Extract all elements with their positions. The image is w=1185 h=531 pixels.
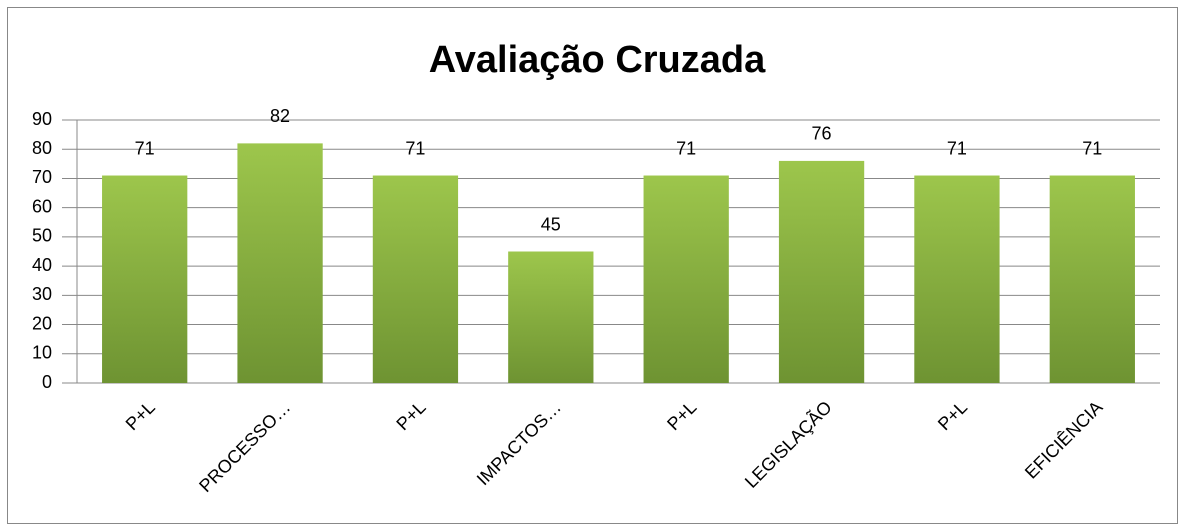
y-tick-label: 70	[32, 167, 52, 187]
bar	[643, 175, 729, 383]
data-label: 71	[1082, 138, 1102, 158]
chart-title: Avaliação Cruzada	[429, 39, 766, 81]
data-label: 82	[270, 106, 290, 126]
data-label: 45	[541, 214, 561, 234]
bar	[102, 175, 188, 383]
bar	[1049, 175, 1135, 383]
bar	[508, 251, 594, 383]
bar	[372, 175, 459, 383]
data-label: 76	[812, 124, 832, 144]
y-tick-label: 60	[32, 196, 52, 216]
y-tick-label: 0	[42, 372, 52, 392]
data-label: 71	[135, 138, 155, 158]
bar	[914, 175, 1000, 383]
bar	[237, 143, 323, 383]
y-tick-label: 90	[32, 109, 52, 129]
y-tick-label: 10	[32, 343, 52, 363]
y-tick-label: 40	[32, 255, 52, 275]
y-tick-label: 80	[32, 138, 52, 158]
y-tick-label: 30	[32, 284, 52, 304]
data-label: 71	[676, 138, 696, 158]
data-label: 71	[947, 138, 967, 158]
bar	[778, 160, 865, 383]
y-tick-label: 20	[32, 313, 52, 333]
y-tick-label: 50	[32, 226, 52, 246]
data-label: 71	[405, 138, 425, 158]
